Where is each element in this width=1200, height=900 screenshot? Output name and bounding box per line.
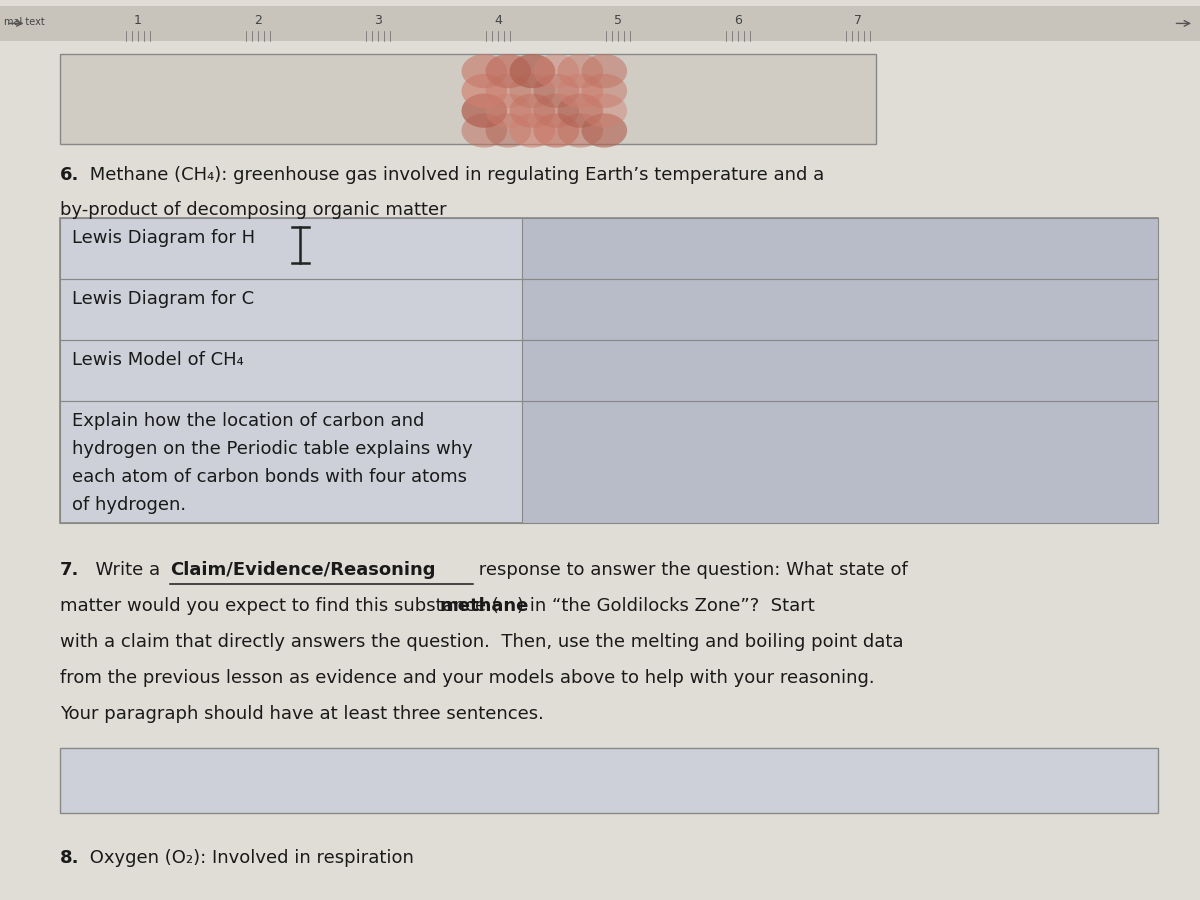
Bar — [60, 54, 876, 144]
Text: 3: 3 — [374, 14, 382, 27]
Text: Methane (CH₄): greenhouse gas involved in regulating Earth’s temperature and a: Methane (CH₄): greenhouse gas involved i… — [84, 166, 824, 184]
Text: Lewis Model of CH₄: Lewis Model of CH₄ — [72, 351, 244, 369]
Ellipse shape — [510, 54, 556, 88]
Ellipse shape — [534, 74, 580, 108]
Text: 7: 7 — [854, 14, 862, 27]
Text: Lewis Diagram for C: Lewis Diagram for C — [72, 290, 254, 308]
Bar — [0, 6, 1200, 40]
Text: Write a: Write a — [84, 561, 166, 579]
Ellipse shape — [462, 54, 508, 88]
Text: by-product of decomposing organic matter: by-product of decomposing organic matter — [60, 201, 446, 219]
Ellipse shape — [486, 113, 532, 148]
Ellipse shape — [558, 113, 604, 148]
Text: hydrogen on the Periodic table explains why: hydrogen on the Periodic table explains … — [72, 440, 473, 458]
Text: Your paragraph should have at least three sentences.: Your paragraph should have at least thre… — [60, 705, 544, 723]
Ellipse shape — [510, 113, 556, 148]
Bar — [60, 340, 1158, 401]
Ellipse shape — [462, 74, 508, 108]
Text: response to answer the question: What state of: response to answer the question: What st… — [473, 561, 907, 579]
Bar — [60, 218, 1158, 523]
Bar — [522, 218, 1158, 523]
Text: Oxygen (O₂): Involved in respiration: Oxygen (O₂): Involved in respiration — [84, 849, 414, 867]
Text: Explain how the location of carbon and: Explain how the location of carbon and — [72, 412, 425, 430]
Ellipse shape — [486, 94, 532, 128]
Text: ) in “the Goldilocks Zone”?  Start: ) in “the Goldilocks Zone”? Start — [517, 597, 815, 615]
Ellipse shape — [534, 113, 580, 148]
Ellipse shape — [558, 94, 604, 128]
Ellipse shape — [462, 113, 508, 148]
Text: mal text: mal text — [4, 17, 44, 27]
Text: with a claim that directly answers the question.  Then, use the melting and boil: with a claim that directly answers the q… — [60, 633, 904, 651]
Ellipse shape — [486, 74, 532, 108]
Text: methane: methane — [439, 597, 528, 615]
Text: 2: 2 — [254, 14, 262, 27]
Text: 1: 1 — [134, 14, 142, 27]
Ellipse shape — [582, 94, 628, 128]
Text: 5: 5 — [614, 14, 622, 27]
Bar — [60, 279, 1158, 340]
Text: Claim/Evidence/Reasoning: Claim/Evidence/Reasoning — [170, 561, 436, 579]
Text: from the previous lesson as evidence and your models above to help with your rea: from the previous lesson as evidence and… — [60, 669, 875, 687]
Bar — [60, 401, 1158, 523]
Ellipse shape — [534, 54, 580, 88]
Text: 4: 4 — [494, 14, 502, 27]
Ellipse shape — [486, 54, 532, 88]
Text: 6: 6 — [734, 14, 742, 27]
Ellipse shape — [510, 94, 556, 128]
Text: 6.: 6. — [60, 166, 79, 184]
Ellipse shape — [558, 74, 604, 108]
Ellipse shape — [510, 74, 556, 108]
Ellipse shape — [582, 74, 628, 108]
Text: Lewis Diagram for H: Lewis Diagram for H — [72, 229, 256, 247]
Bar — [60, 748, 1158, 813]
Ellipse shape — [462, 94, 508, 128]
Text: matter would you expect to find this substance (: matter would you expect to find this sub… — [60, 597, 499, 615]
Text: 7.: 7. — [60, 561, 79, 579]
Ellipse shape — [582, 54, 628, 88]
Bar — [60, 218, 1158, 279]
Ellipse shape — [534, 94, 580, 128]
Text: 8.: 8. — [60, 849, 79, 867]
Ellipse shape — [582, 113, 628, 148]
Ellipse shape — [558, 54, 604, 88]
Text: each atom of carbon bonds with four atoms: each atom of carbon bonds with four atom… — [72, 468, 467, 486]
Text: of hydrogen.: of hydrogen. — [72, 496, 186, 514]
